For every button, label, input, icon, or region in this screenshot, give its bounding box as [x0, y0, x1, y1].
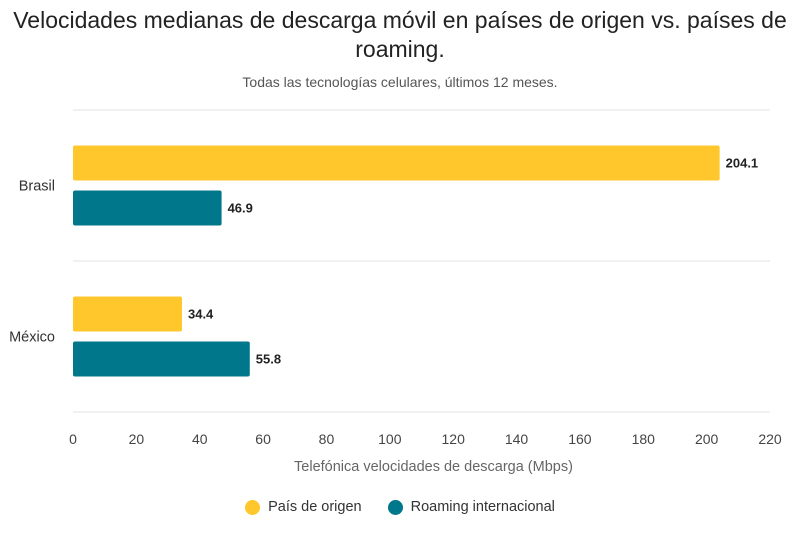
x-axis-label: Telefónica velocidades de descarga (Mbps…: [294, 459, 573, 475]
data-label: 34.4: [188, 307, 214, 322]
legend-swatch-roaming: [387, 499, 403, 515]
legend-label-roaming: Roaming internacional: [410, 499, 555, 515]
legend-swatch-home: [245, 499, 261, 515]
x-tick-label: 60: [255, 431, 271, 447]
x-tick-label: 20: [129, 431, 145, 447]
legend: País de origen Roaming internacional: [0, 499, 800, 515]
category-label: Brasil: [19, 179, 55, 195]
x-tick-label: 140: [505, 431, 529, 447]
chart-subtitle: Todas las tecnologías celulares, últimos…: [242, 74, 558, 90]
bar: [73, 296, 182, 332]
data-label: 55.8: [256, 352, 281, 367]
category-label: México: [9, 330, 55, 346]
legend-item-roaming[interactable]: Roaming internacional: [387, 499, 555, 515]
data-label: 204.1: [726, 156, 759, 171]
bar: [73, 145, 720, 181]
legend-item-home[interactable]: País de origen: [245, 499, 362, 515]
data-label: 46.9: [228, 201, 253, 216]
x-tick-label: 180: [632, 431, 656, 447]
x-tick-label: 40: [192, 431, 208, 447]
bar: [73, 341, 250, 377]
x-tick-label: 0: [69, 431, 77, 447]
x-tick-label: 80: [319, 431, 335, 447]
chart-title: Velocidades medianas de descarga móvil e…: [13, 7, 787, 62]
x-tick-label: 100: [378, 431, 402, 447]
legend-label-home: País de origen: [268, 499, 362, 515]
x-tick-label: 120: [442, 431, 466, 447]
x-tick-label: 160: [568, 431, 592, 447]
x-tick-label: 220: [758, 431, 782, 447]
bar: [73, 190, 222, 226]
x-tick-label: 200: [695, 431, 719, 447]
